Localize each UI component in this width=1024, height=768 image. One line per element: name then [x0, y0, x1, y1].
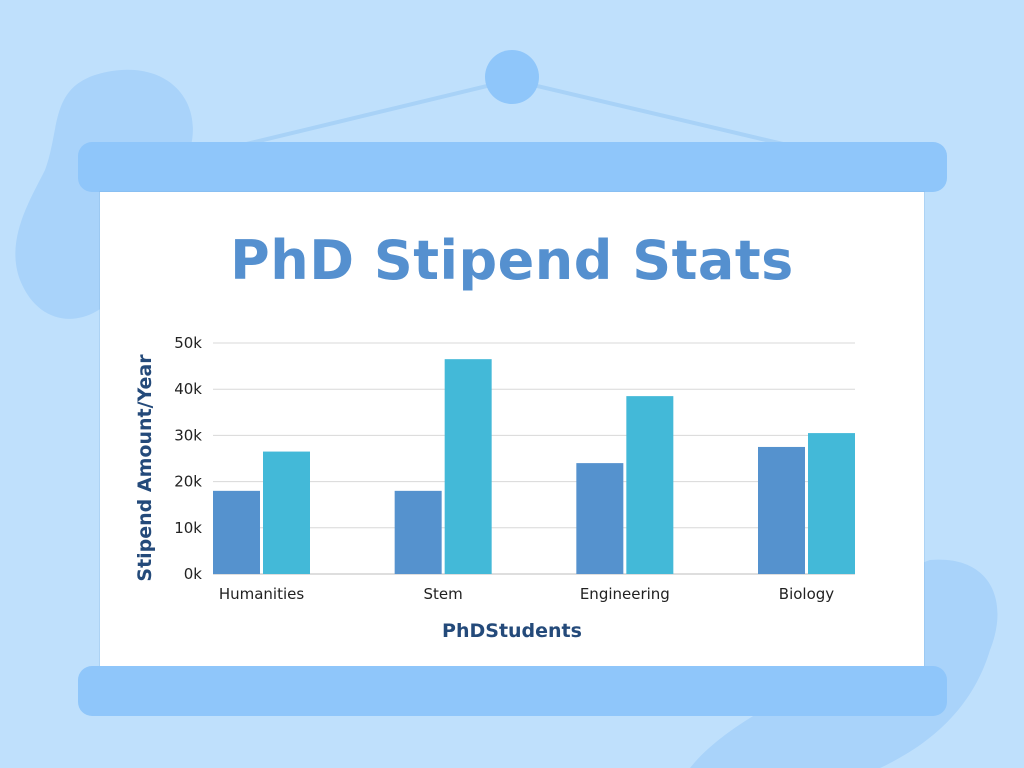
y-tick-label: 0k	[184, 565, 203, 583]
x-axis-title: PhDStudents	[442, 620, 582, 642]
x-tick-label: Stem	[424, 585, 463, 603]
chart-title: PhD Stipend Stats	[230, 229, 794, 292]
bar	[213, 490, 260, 574]
y-tick-label: 40k	[174, 380, 202, 398]
x-tick-label: Engineering	[580, 585, 670, 603]
y-tick-label: 20k	[174, 473, 202, 491]
x-tick-label: Biology	[779, 585, 835, 603]
bar	[758, 446, 805, 574]
x-tick-label: Humanities	[219, 585, 305, 603]
bar	[808, 433, 855, 574]
chart-sheet	[100, 192, 924, 666]
bottom-roller	[78, 666, 947, 716]
bar	[626, 396, 674, 574]
bar	[444, 359, 492, 574]
bar	[263, 451, 310, 574]
y-tick-label: 10k	[174, 519, 202, 537]
bar	[576, 463, 624, 574]
hanging-pin	[485, 50, 539, 104]
y-tick-label: 30k	[174, 426, 202, 444]
top-roller	[78, 142, 947, 192]
bar	[394, 490, 442, 574]
y-tick-label: 50k	[174, 334, 202, 352]
